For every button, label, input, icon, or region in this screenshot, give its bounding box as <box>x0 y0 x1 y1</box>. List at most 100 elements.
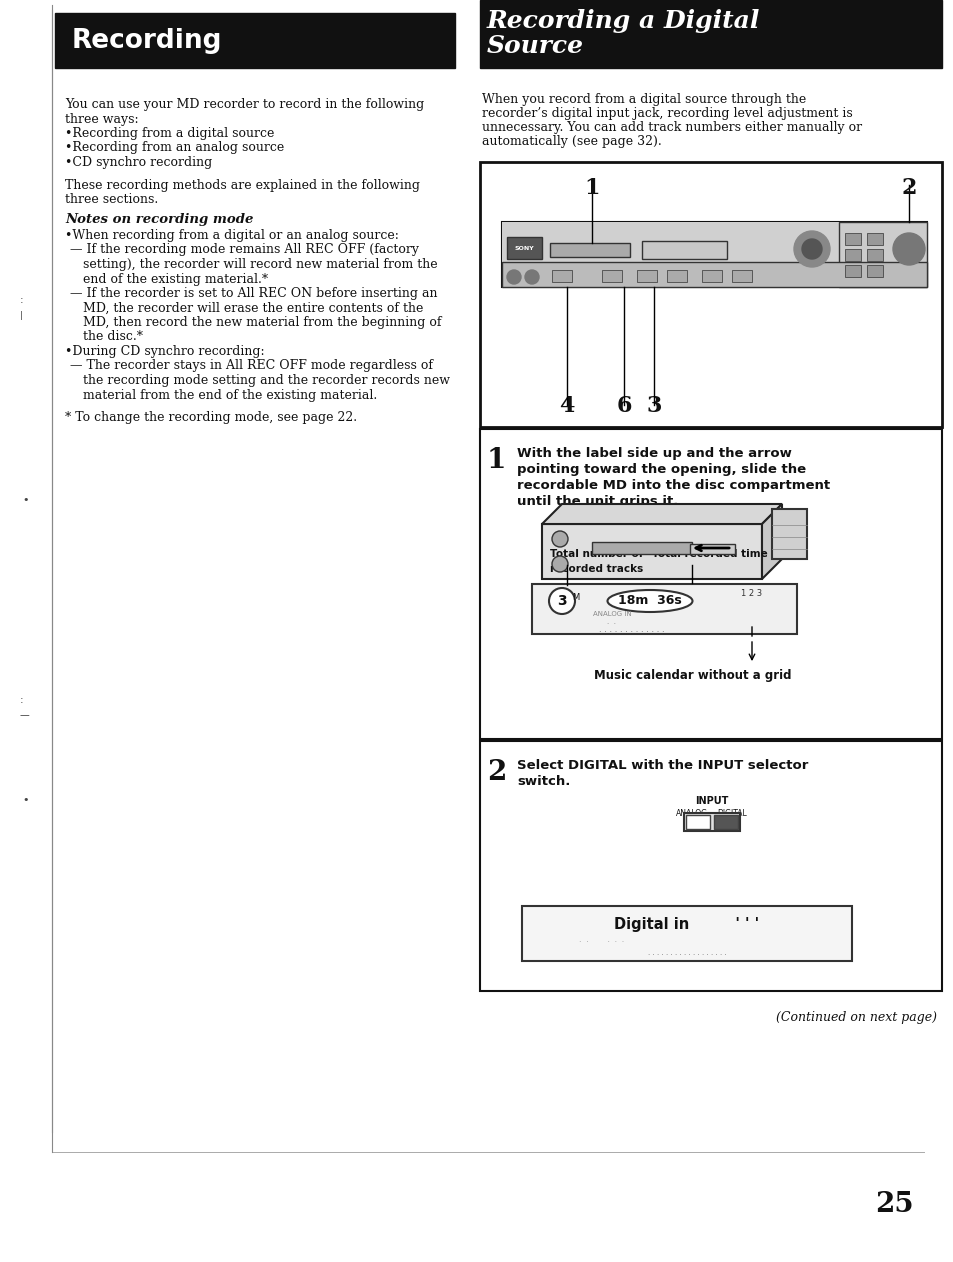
Bar <box>771 509 806 559</box>
Bar <box>552 270 572 281</box>
Text: . . . . . . . . . . . . . . . . . .: . . . . . . . . . . . . . . . . . . <box>647 950 725 957</box>
Bar <box>532 584 796 634</box>
Bar <box>550 244 629 257</box>
Text: Digital in         ' ' ': Digital in ' ' ' <box>614 916 759 931</box>
Text: the disc.*: the disc.* <box>83 331 143 343</box>
Text: •CD synchro recording: •CD synchro recording <box>65 156 212 169</box>
Text: 25: 25 <box>874 1190 912 1218</box>
Text: the recording mode setting and the recorder records new: the recording mode setting and the recor… <box>83 374 450 387</box>
Polygon shape <box>541 504 781 524</box>
Text: three sections.: three sections. <box>65 193 158 206</box>
Bar <box>501 262 926 286</box>
Bar <box>844 249 861 261</box>
Bar <box>601 270 621 281</box>
Bar <box>844 233 861 245</box>
Bar <box>866 265 882 276</box>
Polygon shape <box>761 504 781 579</box>
Circle shape <box>506 270 520 284</box>
Text: :: : <box>20 295 24 305</box>
Text: until the unit grips it.: until the unit grips it. <box>517 495 678 509</box>
Text: SONY: SONY <box>514 246 534 250</box>
Circle shape <box>892 233 924 265</box>
Text: Total number of: Total number of <box>550 549 642 559</box>
Bar <box>689 544 734 554</box>
Text: 3: 3 <box>645 395 661 416</box>
Text: material from the end of the existing material.: material from the end of the existing ma… <box>83 389 376 401</box>
Bar <box>641 241 726 259</box>
Text: * To change the recording mode, see page 22.: * To change the recording mode, see page… <box>65 411 356 424</box>
Text: 1 2 3: 1 2 3 <box>740 589 761 598</box>
Text: •Recording from an analog source: •Recording from an analog source <box>65 141 284 154</box>
Circle shape <box>793 231 829 268</box>
Bar <box>666 270 686 281</box>
Text: When you record from a digital source through the: When you record from a digital source th… <box>481 93 805 106</box>
Text: .  .: . . <box>607 618 616 625</box>
Text: — The recorder stays in All REC OFF mode regardless of: — The recorder stays in All REC OFF mode… <box>70 360 433 372</box>
Text: With the label side up and the arrow: With the label side up and the arrow <box>517 447 791 461</box>
Text: three ways:: three ways: <box>65 112 138 125</box>
Text: 18m  36s: 18m 36s <box>618 594 681 607</box>
Bar <box>701 270 721 281</box>
Text: •: • <box>22 495 29 505</box>
Text: 1: 1 <box>486 447 506 475</box>
Bar <box>731 270 751 281</box>
Bar <box>501 222 926 286</box>
Bar <box>479 162 941 427</box>
Text: You can use your MD recorder to record in the following: You can use your MD recorder to record i… <box>65 98 424 111</box>
Bar <box>541 524 761 579</box>
Text: MD, then record the new material from the beginning of: MD, then record the new material from th… <box>83 316 441 329</box>
Bar <box>479 0 941 68</box>
Text: :: : <box>20 695 24 705</box>
Text: |: | <box>20 310 23 319</box>
Bar <box>479 741 941 991</box>
Text: M: M <box>572 593 579 602</box>
Circle shape <box>552 557 567 572</box>
Text: 2: 2 <box>486 758 506 786</box>
Text: recordable MD into the disc compartment: recordable MD into the disc compartment <box>517 480 829 492</box>
Bar <box>713 815 738 829</box>
Text: •: • <box>22 795 29 805</box>
Bar <box>844 265 861 276</box>
Text: •When recording from a digital or an analog source:: •When recording from a digital or an ana… <box>65 228 398 242</box>
Text: •During CD synchro recording:: •During CD synchro recording: <box>65 345 264 358</box>
Text: •Recording from a digital source: •Recording from a digital source <box>65 127 274 140</box>
Text: recorded tracks: recorded tracks <box>550 564 642 574</box>
Text: 2: 2 <box>901 177 916 199</box>
Text: Select DIGITAL with the INPUT selector: Select DIGITAL with the INPUT selector <box>517 758 807 772</box>
Text: recorder’s digital input jack, recording level adjustment is: recorder’s digital input jack, recording… <box>481 107 852 120</box>
Bar <box>592 541 691 554</box>
Text: unnecessary. You can add track numbers either manually or: unnecessary. You can add track numbers e… <box>481 121 862 134</box>
Text: ANALOG: ANALOG <box>676 809 707 818</box>
Bar <box>685 815 709 829</box>
Text: ANALOG IN: ANALOG IN <box>592 611 631 617</box>
Ellipse shape <box>607 591 692 612</box>
Bar <box>866 249 882 261</box>
Text: pointing toward the opening, slide the: pointing toward the opening, slide the <box>517 463 805 476</box>
Text: Source: Source <box>486 34 583 58</box>
Bar <box>838 222 926 286</box>
Text: .  .        .  .  .: . . . . . <box>578 934 624 944</box>
Text: — If the recorder is set to All REC ON before inserting an: — If the recorder is set to All REC ON b… <box>70 286 437 300</box>
Bar <box>501 222 926 262</box>
Bar <box>55 13 455 68</box>
Text: — If the recording mode remains All REC OFF (factory: — If the recording mode remains All REC … <box>70 244 418 256</box>
Circle shape <box>548 588 575 615</box>
Bar <box>521 906 851 960</box>
Text: automatically (see page 32).: automatically (see page 32). <box>481 135 661 148</box>
Text: 1: 1 <box>583 177 599 199</box>
Text: . . . . . . . . . . . . .: . . . . . . . . . . . . . <box>598 625 664 634</box>
Text: 3: 3 <box>557 594 566 608</box>
Text: switch.: switch. <box>517 775 570 787</box>
Text: MD, the recorder will erase the entire contents of the: MD, the recorder will erase the entire c… <box>83 302 423 314</box>
Text: (Continued on next page): (Continued on next page) <box>775 1011 936 1023</box>
Text: Recording a Digital: Recording a Digital <box>486 9 760 33</box>
Bar <box>506 237 541 259</box>
Text: These recording methods are explained in the following: These recording methods are explained in… <box>65 178 419 192</box>
Text: Total recorded time: Total recorded time <box>651 549 767 559</box>
Bar <box>866 233 882 245</box>
Text: INPUT: INPUT <box>695 796 728 806</box>
Bar <box>479 429 941 740</box>
Text: Recording: Recording <box>71 28 222 53</box>
Text: 4: 4 <box>558 395 574 416</box>
Text: end of the existing material.*: end of the existing material.* <box>83 273 268 285</box>
